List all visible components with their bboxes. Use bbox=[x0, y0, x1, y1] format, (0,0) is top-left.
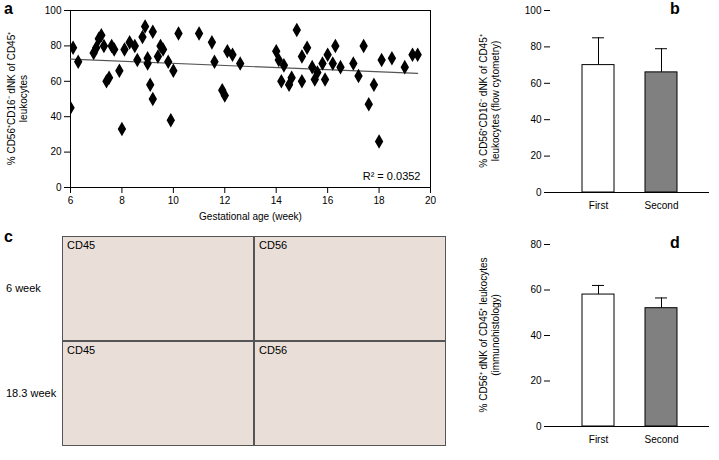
svg-text:18: 18 bbox=[374, 195, 386, 206]
html-text:% CD56⁺ dNK of CD45⁺ leukocyte: % CD56⁺ dNK of CD45⁺ leukocytes (immunoh… bbox=[478, 257, 501, 413]
svg-text:Second: Second bbox=[645, 434, 679, 445]
svg-text:80: 80 bbox=[530, 239, 542, 250]
svg-text:100: 100 bbox=[45, 5, 62, 16]
svg-text:40: 40 bbox=[530, 114, 542, 125]
svg-text:0: 0 bbox=[536, 187, 542, 198]
svg-text:6: 6 bbox=[68, 195, 74, 206]
html-text:CD56: CD56 bbox=[259, 344, 288, 356]
html-text:d: d bbox=[670, 234, 680, 251]
html-text:% CD56⁺CD16⁻ dNK of CD45⁺ leuk: % CD56⁺CD16⁻ dNK of CD45⁺ leukocytes (fl… bbox=[478, 34, 501, 168]
svg-text:60: 60 bbox=[50, 76, 62, 87]
html-text:c: c bbox=[4, 228, 13, 245]
html-text:b: b bbox=[670, 0, 680, 17]
svg-text:80: 80 bbox=[50, 40, 62, 51]
svg-text:16: 16 bbox=[322, 195, 334, 206]
svg-text:60: 60 bbox=[530, 284, 542, 295]
html-text:CD56: CD56 bbox=[259, 239, 288, 251]
svg-text:14: 14 bbox=[271, 195, 283, 206]
svg-text:0: 0 bbox=[56, 182, 62, 193]
svg-text:40: 40 bbox=[530, 330, 542, 341]
html-text:% CD56⁺CD16⁻ dNK of CD45⁺ leuk: % CD56⁺CD16⁻ dNK of CD45⁺ leukocytes bbox=[6, 31, 29, 166]
svg-text:Gestational age (week): Gestational age (week) bbox=[199, 211, 302, 222]
svg-text:40: 40 bbox=[50, 111, 62, 122]
html-text:6 week: 6 week bbox=[6, 281, 41, 294]
svg-text:20: 20 bbox=[530, 375, 542, 386]
html-text:CD45: CD45 bbox=[67, 344, 96, 356]
html-text:CD45: CD45 bbox=[67, 239, 96, 251]
svg-text:8: 8 bbox=[119, 195, 125, 206]
html-text:a: a bbox=[4, 0, 13, 17]
svg-text:R² = 0.0352: R² = 0.0352 bbox=[363, 170, 421, 182]
html-text:18.3 week: 18.3 week bbox=[6, 386, 57, 399]
svg-text:20: 20 bbox=[530, 150, 542, 161]
svg-text:80: 80 bbox=[530, 41, 542, 52]
svg-text:First: First bbox=[589, 200, 609, 211]
svg-text:First: First bbox=[589, 434, 609, 445]
svg-text:10: 10 bbox=[168, 195, 180, 206]
svg-text:0: 0 bbox=[536, 421, 542, 432]
svg-text:Second: Second bbox=[645, 200, 679, 211]
svg-text:20: 20 bbox=[50, 146, 62, 157]
svg-text:20: 20 bbox=[425, 195, 437, 206]
svg-text:100: 100 bbox=[525, 5, 542, 16]
svg-text:60: 60 bbox=[530, 78, 542, 89]
svg-text:12: 12 bbox=[219, 195, 231, 206]
